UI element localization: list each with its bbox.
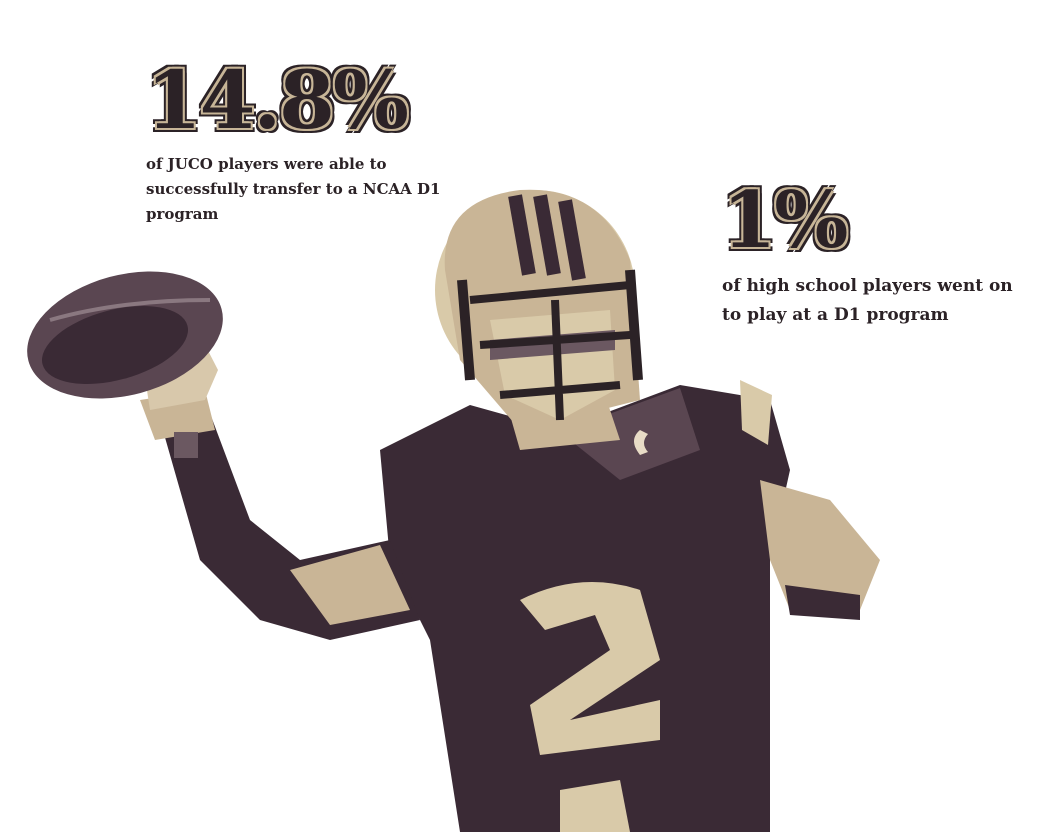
stat-value: 14.8% (146, 53, 409, 147)
stat-high-school: 1% of high school players went on to pla… (722, 182, 1032, 330)
stat-value: 1% (722, 175, 848, 266)
stat-juco: 14.8% of JUCO players were able to succe… (146, 60, 466, 227)
stat-description: of JUCO players were able to successfull… (146, 155, 441, 223)
stat-description: of high school players went on to play a… (722, 276, 1013, 325)
